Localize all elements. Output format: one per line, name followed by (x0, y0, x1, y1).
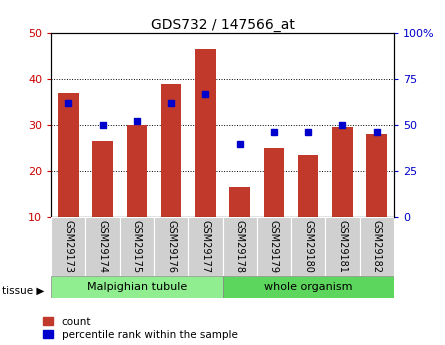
Title: GDS732 / 147566_at: GDS732 / 147566_at (150, 18, 295, 32)
Bar (263, 148, 284, 217)
Text: GSM29174: GSM29174 (97, 220, 108, 273)
Bar (92, 141, 113, 217)
FancyBboxPatch shape (85, 217, 120, 276)
Text: GSM29178: GSM29178 (235, 220, 245, 273)
Bar (58, 93, 79, 217)
FancyBboxPatch shape (360, 217, 394, 276)
Bar (126, 125, 147, 217)
FancyBboxPatch shape (51, 276, 223, 298)
FancyBboxPatch shape (222, 276, 394, 298)
FancyBboxPatch shape (291, 217, 325, 276)
FancyBboxPatch shape (120, 217, 154, 276)
Text: Malpighian tubule: Malpighian tubule (87, 282, 187, 292)
Text: GSM29181: GSM29181 (337, 220, 348, 273)
Bar (161, 83, 182, 217)
Bar (298, 155, 319, 217)
Bar (332, 127, 353, 217)
Text: GSM29177: GSM29177 (200, 220, 210, 273)
Text: whole organism: whole organism (264, 282, 352, 292)
Bar (195, 49, 216, 217)
Bar (229, 187, 250, 217)
Text: GSM29180: GSM29180 (303, 220, 313, 273)
Text: GSM29182: GSM29182 (372, 220, 382, 273)
FancyBboxPatch shape (154, 217, 188, 276)
FancyBboxPatch shape (222, 217, 257, 276)
FancyBboxPatch shape (51, 217, 85, 276)
Bar (366, 134, 387, 217)
FancyBboxPatch shape (257, 217, 291, 276)
FancyBboxPatch shape (325, 217, 360, 276)
Text: GSM29179: GSM29179 (269, 220, 279, 273)
FancyBboxPatch shape (188, 217, 222, 276)
Text: GSM29173: GSM29173 (63, 220, 73, 273)
Legend: count, percentile rank within the sample: count, percentile rank within the sample (43, 317, 238, 340)
Text: GSM29176: GSM29176 (166, 220, 176, 273)
Text: tissue ▶: tissue ▶ (2, 286, 44, 296)
Text: GSM29175: GSM29175 (132, 220, 142, 273)
